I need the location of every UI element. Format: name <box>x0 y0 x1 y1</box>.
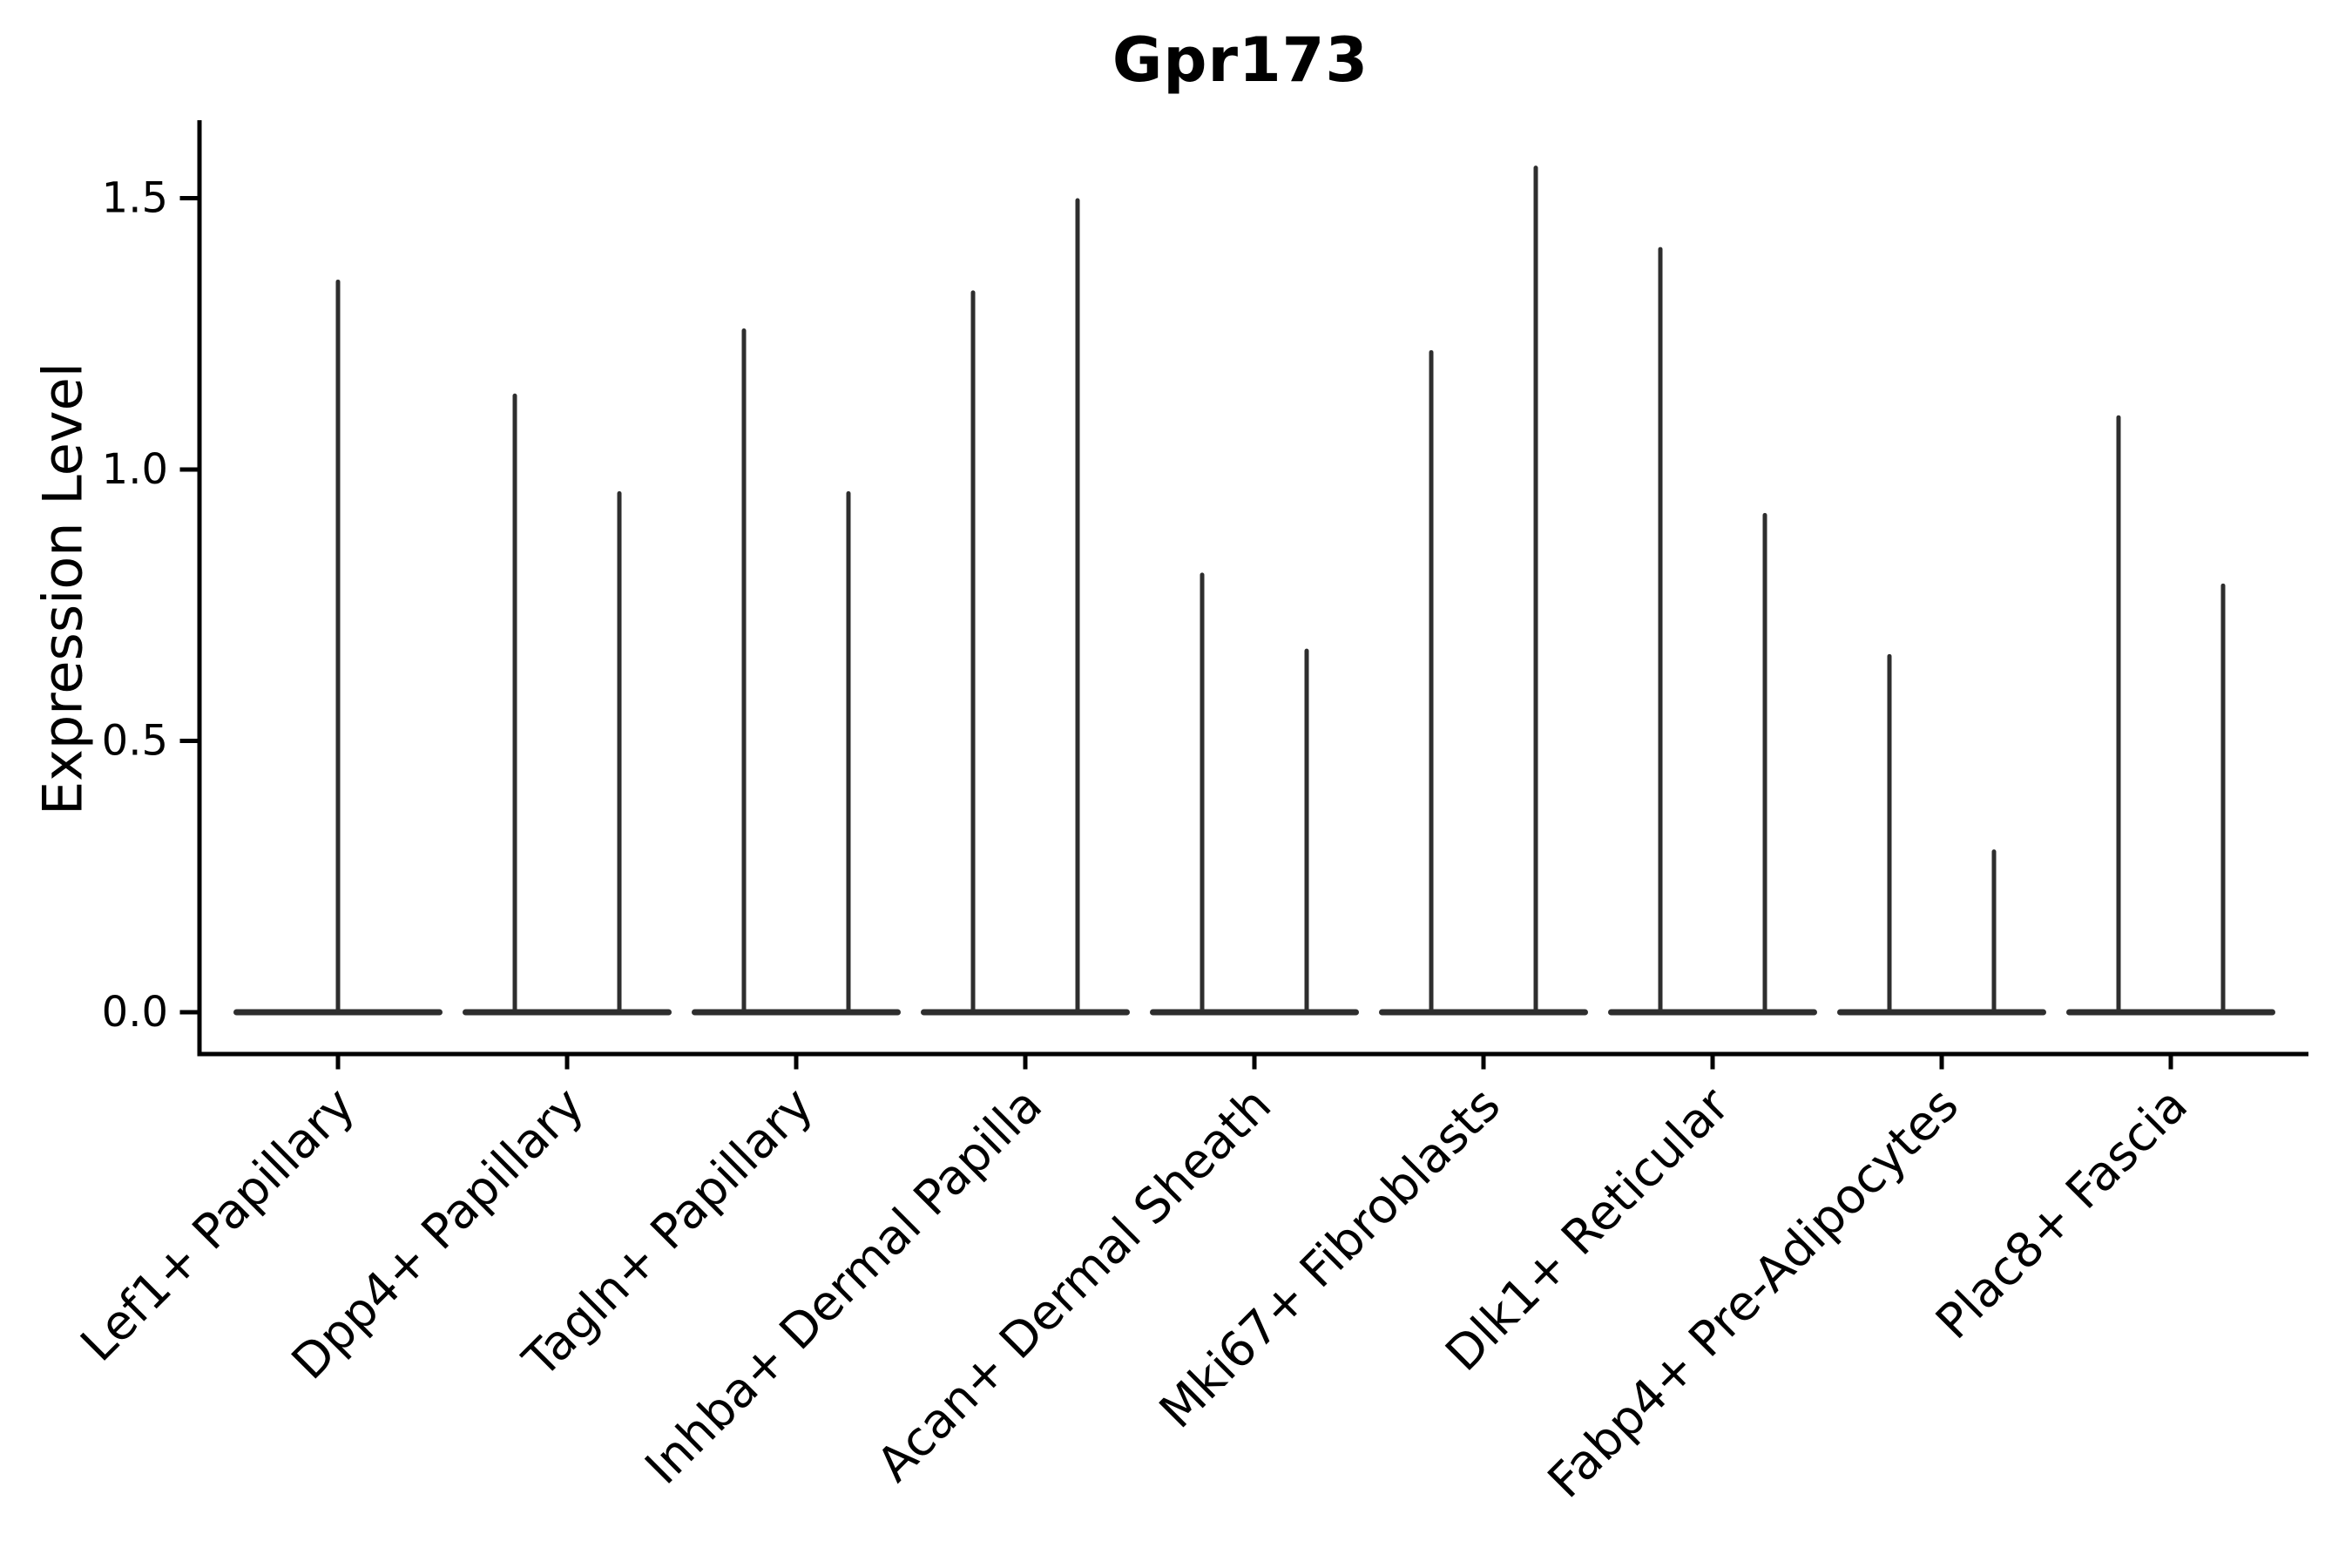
x-tick <box>1481 1056 1486 1070</box>
violin-body-baseline <box>921 1009 1130 1016</box>
violin-spike <box>970 290 976 1015</box>
y-tick-label: 1.0 <box>102 445 168 494</box>
violin-body-baseline <box>692 1009 901 1016</box>
violin-body-baseline <box>1379 1009 1588 1016</box>
x-category-label: Acan+ Dermal Sheath <box>866 1077 1281 1492</box>
violin-spike <box>1887 653 1892 1015</box>
x-tick <box>794 1056 799 1070</box>
violin-spike <box>1200 572 1205 1015</box>
x-category-label: Fabp4+ Pre-Adipocytes <box>1537 1077 1969 1509</box>
x-category-label: Inhba+ Dermal Papilla <box>634 1077 1052 1495</box>
x-tick <box>1252 1056 1257 1070</box>
y-tick-label: 0.0 <box>102 988 168 1037</box>
y-tick <box>179 739 198 743</box>
violin-body-baseline <box>463 1009 672 1016</box>
violin-body-baseline <box>2066 1009 2275 1016</box>
x-tick <box>1939 1056 1944 1070</box>
y-tick-label: 1.5 <box>102 174 168 223</box>
violin-spike <box>335 279 341 1015</box>
violin-spike <box>617 490 622 1015</box>
violin-body-baseline <box>1608 1009 1817 1016</box>
violin-spike <box>1991 849 1997 1015</box>
violin-body-baseline <box>1150 1009 1359 1016</box>
violin-spike <box>512 393 517 1015</box>
violin-spike <box>1429 349 1434 1015</box>
y-tick <box>179 467 198 472</box>
violin-spike <box>1075 198 1080 1015</box>
x-tick <box>2168 1056 2173 1070</box>
violin-body-baseline <box>1837 1009 2046 1016</box>
x-tick <box>1023 1056 1028 1070</box>
y-tick <box>179 1010 198 1015</box>
violin-spike <box>741 328 747 1015</box>
violin-spike <box>846 490 851 1015</box>
y-axis-line <box>197 120 202 1057</box>
y-tick <box>179 196 198 200</box>
x-tick <box>564 1056 570 1070</box>
x-tick <box>1710 1056 1715 1070</box>
violin-spike <box>1658 247 1663 1015</box>
chart-title: Gpr173 <box>1112 24 1369 96</box>
violin-spike <box>1533 166 1538 1015</box>
violin-spike <box>2116 415 2121 1015</box>
violin-spike <box>2220 583 2226 1015</box>
violin-spike <box>1304 648 1309 1015</box>
violin-spike <box>1762 512 1767 1015</box>
x-axis-line <box>197 1051 2308 1057</box>
y-tick-label: 0.5 <box>102 717 168 766</box>
x-tick <box>335 1056 341 1070</box>
